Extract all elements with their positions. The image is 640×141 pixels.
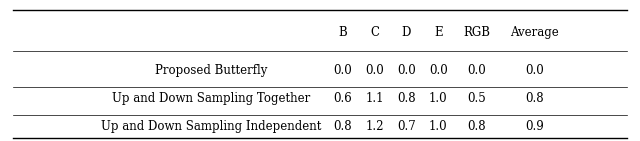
Text: 0.5: 0.5: [467, 92, 486, 105]
Text: 1.2: 1.2: [365, 120, 383, 133]
Text: 0.0: 0.0: [525, 64, 544, 77]
Text: 1.0: 1.0: [429, 120, 448, 133]
Text: Proposed Butterfly: Proposed Butterfly: [155, 64, 268, 77]
Text: 0.9: 0.9: [525, 120, 544, 133]
Text: 0.8: 0.8: [333, 120, 352, 133]
Text: Up and Down Sampling Independent: Up and Down Sampling Independent: [101, 120, 321, 133]
Text: E: E: [434, 26, 443, 39]
Text: 0.0: 0.0: [467, 64, 486, 77]
Text: D: D: [402, 26, 411, 39]
Text: 0.6: 0.6: [333, 92, 352, 105]
Text: 0.0: 0.0: [429, 64, 448, 77]
Text: C: C: [370, 26, 379, 39]
Text: 0.8: 0.8: [525, 92, 544, 105]
Text: RGB: RGB: [463, 26, 490, 39]
Text: Up and Down Sampling Together: Up and Down Sampling Together: [112, 92, 310, 105]
Text: 1.0: 1.0: [429, 92, 448, 105]
Text: 0.8: 0.8: [397, 92, 416, 105]
Text: B: B: [338, 26, 347, 39]
Text: 1.1: 1.1: [365, 92, 383, 105]
Text: 0.8: 0.8: [467, 120, 486, 133]
Text: 0.0: 0.0: [397, 64, 416, 77]
Text: 0.0: 0.0: [365, 64, 384, 77]
Text: 0.7: 0.7: [397, 120, 416, 133]
Text: 0.0: 0.0: [333, 64, 352, 77]
Text: Average: Average: [510, 26, 559, 39]
